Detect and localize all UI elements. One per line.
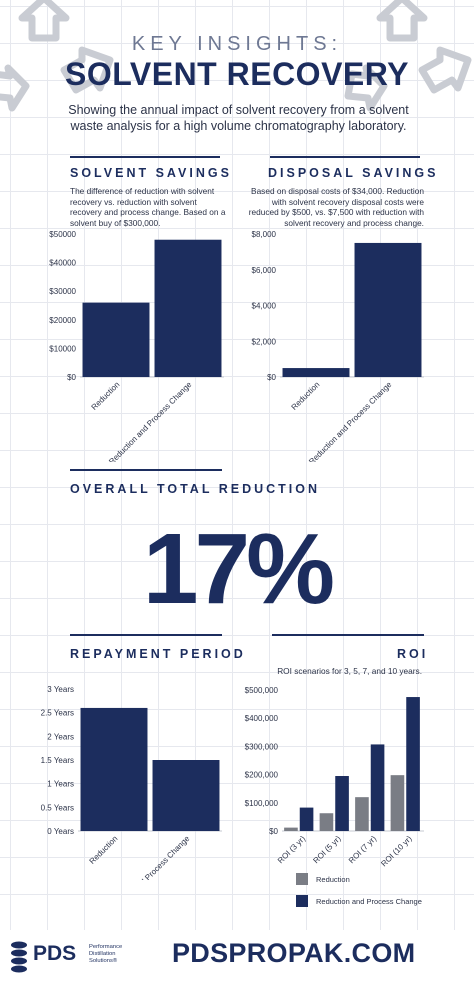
y-tick-label: $100,000	[245, 799, 279, 808]
repayment-chart: 0 Years 0.5 Years 1 Years 1.5 Years 2 Years 2…	[41, 685, 222, 880]
bar	[152, 760, 220, 831]
overall-value: 17%	[142, 513, 335, 625]
y-tick-label: $10000	[49, 344, 76, 353]
y-tick-label: 0.5 Years	[41, 803, 74, 812]
roi-chart: $0 $100,000 $200,000 $300,000 $400,000 $500,0…	[245, 686, 424, 869]
bar	[154, 239, 222, 377]
bar	[284, 827, 298, 831]
y-tick-label: $30000	[49, 287, 76, 296]
bar	[319, 813, 334, 831]
x-tick-label: Reduction and Process Change	[307, 380, 394, 462]
x-tick-label: Reduction and Process Change	[107, 380, 194, 462]
kicker: KEY INSIGHTS:	[131, 33, 343, 55]
brand-subtitle: Performance Distillation Solutions®	[89, 944, 122, 966]
y-tick-label: $0	[267, 373, 276, 382]
legend-label: Reduction	[316, 874, 350, 884]
intro-text: Showing the annual impact of solvent rec…	[68, 103, 409, 133]
x-tick-label: ROI (10 yr)	[379, 834, 414, 869]
y-tick-label: $8,000	[252, 230, 277, 239]
roi-description: ROI scenarios for 3, 5, 7, and 10 years.	[277, 666, 422, 676]
x-tick-label: ROI (5 yr)	[311, 834, 342, 865]
disposal-heading: DISPOSAL SAVINGS	[268, 166, 439, 180]
x-tick-label: Reduction	[90, 380, 122, 412]
legend-swatch	[296, 873, 308, 885]
section-rule	[270, 156, 420, 158]
footer	[0, 930, 474, 983]
y-tick-label: $40000	[49, 259, 76, 268]
y-tick-label: 1.5 Years	[41, 756, 74, 765]
recycle-icon	[344, 0, 472, 112]
disposal-chart: $0 $2,000 $4,000 $6,000 $8,000 ReductionReduc…	[252, 230, 424, 462]
y-tick-label: $400,000	[245, 714, 279, 723]
roi-legend: Reduction Reduction and Process Change	[296, 872, 422, 916]
bar	[354, 242, 422, 377]
website-link[interactable]: PDSPROPAK.COM	[172, 938, 416, 968]
legend-item: Reduction	[296, 872, 422, 886]
repayment-heading: REPAYMENT PERIOD	[70, 647, 246, 661]
y-tick-label: $300,000	[245, 742, 279, 751]
brand-subtitle-line: Solutions®	[89, 958, 118, 965]
legend-label: Reduction and Process Change	[316, 896, 422, 906]
y-tick-label: $2,000	[252, 337, 277, 346]
section-rule	[70, 469, 222, 471]
solvent-heading: SOLVENT SAVINGS	[70, 166, 232, 180]
y-tick-label: $20000	[49, 316, 76, 325]
bar	[390, 775, 405, 831]
y-tick-label: $0	[67, 373, 76, 382]
y-tick-label: $0	[269, 827, 278, 836]
section-rule	[70, 156, 220, 158]
bar	[299, 807, 314, 831]
x-tick-label: ROI (7 yr)	[347, 834, 378, 865]
brand-subtitle-line: Performance	[89, 944, 123, 950]
y-tick-label: 1 Years	[47, 780, 74, 789]
bar	[406, 697, 420, 831]
y-tick-label: $200,000	[245, 771, 279, 780]
pds-logo-icon	[11, 941, 27, 973]
brand-subtitle-line: Distillation	[89, 951, 116, 958]
bar	[282, 368, 350, 377]
y-tick-label: 2 Years	[47, 732, 74, 741]
y-tick-label: 0 Years	[47, 827, 74, 836]
legend-swatch	[296, 895, 308, 907]
bar	[370, 744, 385, 831]
roi-heading: ROI	[397, 647, 429, 661]
y-tick-label: $4,000	[252, 302, 277, 311]
y-tick-label: $50000	[49, 230, 76, 239]
legend-item: Reduction and Process Change	[296, 894, 422, 908]
disposal-description: Based on disposal costs of $34,000. Redu…	[248, 186, 424, 228]
section-rule	[272, 634, 424, 636]
bar	[355, 797, 369, 831]
solvent-chart: $0 $10000 $20000 $30000 $40000 $50000 Reductio…	[49, 230, 224, 462]
solvent-description: The difference of reduction with solvent…	[70, 186, 226, 228]
x-tick-label: Reduction	[290, 380, 322, 412]
bar	[80, 707, 148, 831]
y-tick-label: 3 Years	[47, 685, 74, 694]
y-tick-label: 2.5 Years	[41, 709, 74, 718]
section-rule	[70, 634, 222, 636]
brand-name: PDS	[33, 942, 77, 965]
x-tick-label: Reduction	[88, 834, 120, 866]
y-tick-label: $500,000	[245, 686, 279, 695]
y-tick-label: $6,000	[252, 266, 277, 275]
overall-heading: OVERALL TOTAL REDUCTION	[70, 482, 321, 496]
bar	[335, 776, 349, 831]
x-tick-label: ROI (3 yr)	[276, 834, 307, 865]
page-title: SOLVENT RECOVERY	[64, 56, 410, 92]
recycle-icon	[0, 0, 114, 112]
bar	[82, 302, 150, 377]
